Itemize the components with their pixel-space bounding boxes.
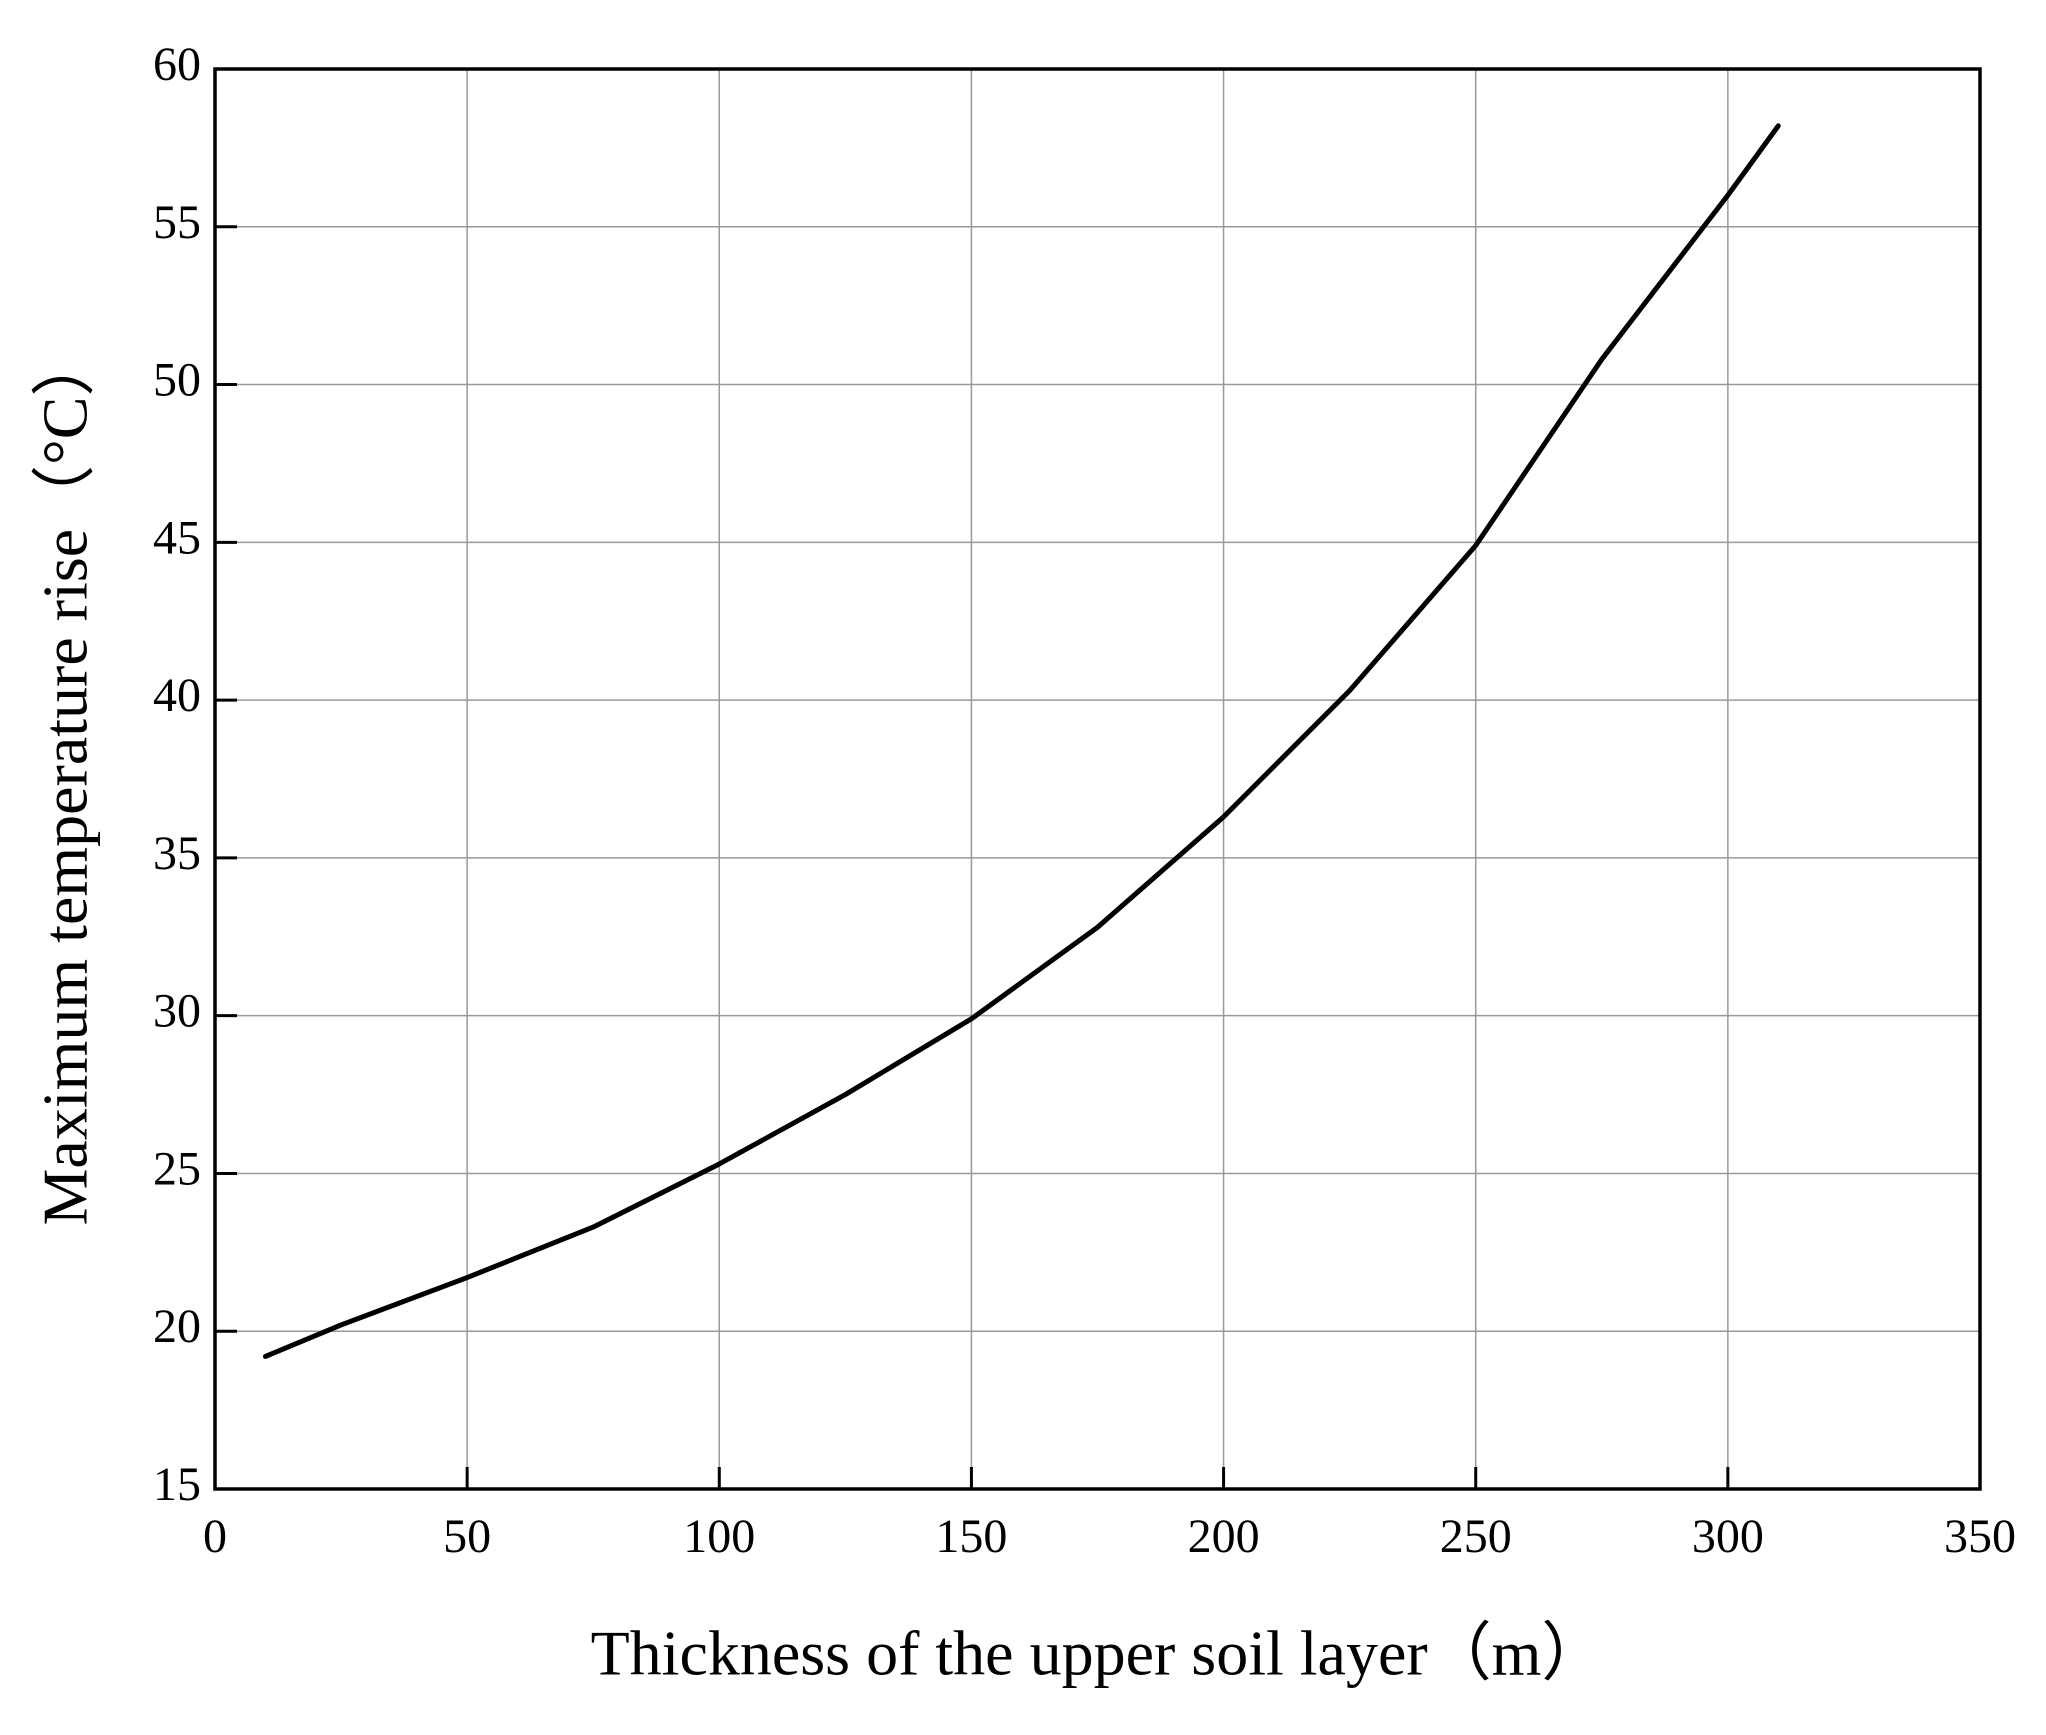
x-tick-label: 0 — [203, 1510, 227, 1563]
y-tick-label: 45 — [153, 511, 201, 564]
y-tick-label: 30 — [153, 985, 201, 1038]
y-tick-label: 20 — [153, 1300, 201, 1353]
y-tick-label: 35 — [153, 827, 201, 880]
x-tick-label: 350 — [1944, 1510, 2016, 1563]
y-axis-title: Maximum temperature rise（°C） — [30, 333, 101, 1226]
x-tick-label: 150 — [935, 1510, 1007, 1563]
plot-frame — [213, 67, 1982, 1491]
x-axis-title: Thickness of the upper soil layer（m） — [591, 1618, 1606, 1689]
y-tick-label: 25 — [153, 1142, 201, 1195]
y-tick-label: 15 — [153, 1458, 201, 1511]
y-tick-label: 60 — [153, 38, 201, 91]
x-tick-label: 300 — [1692, 1510, 1764, 1563]
x-tick-label: 200 — [1188, 1510, 1260, 1563]
y-tick-label: 40 — [153, 669, 201, 722]
data-line — [262, 123, 1781, 1359]
y-tick-label: 50 — [153, 354, 201, 407]
y-tick-label: 55 — [153, 196, 201, 249]
x-tick-label: 50 — [443, 1510, 491, 1563]
x-tick-label: 100 — [683, 1510, 755, 1563]
x-tick-label: 250 — [1440, 1510, 1512, 1563]
